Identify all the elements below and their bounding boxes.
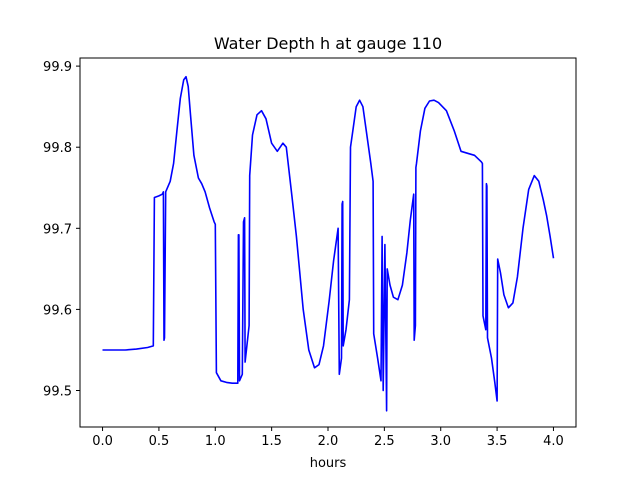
x-axis-label: hours	[310, 456, 347, 471]
series-line	[102, 75, 555, 412]
y-tick-label: 99.5	[43, 385, 72, 400]
chart-title: Water Depth h at gauge 110	[214, 34, 442, 53]
y-tick-label: 99.6	[43, 303, 72, 318]
y-tick-label: 99.8	[43, 141, 72, 156]
x-tick-label: 2.0	[318, 434, 339, 449]
x-axis-ticks: 0.0 0.5 1.0 1.5 2.0 2.5 3.0 3.5 4.0	[92, 427, 564, 449]
x-tick-label: 3.5	[487, 434, 508, 449]
series-layer	[102, 75, 555, 412]
x-tick-label: 0.0	[92, 434, 113, 449]
x-tick-label: 1.0	[205, 434, 226, 449]
x-tick-label: 3.0	[430, 434, 451, 449]
y-tick-label: 99.7	[43, 222, 72, 237]
y-tick-label: 99.9	[43, 60, 72, 75]
x-tick-label: 4.0	[543, 434, 564, 449]
x-tick-label: 2.5	[374, 434, 395, 449]
y-axis-ticks: 99.5 99.6 99.7 99.8 99.9	[43, 60, 80, 400]
x-tick-label: 0.5	[149, 434, 170, 449]
x-tick-label: 1.5	[261, 434, 282, 449]
